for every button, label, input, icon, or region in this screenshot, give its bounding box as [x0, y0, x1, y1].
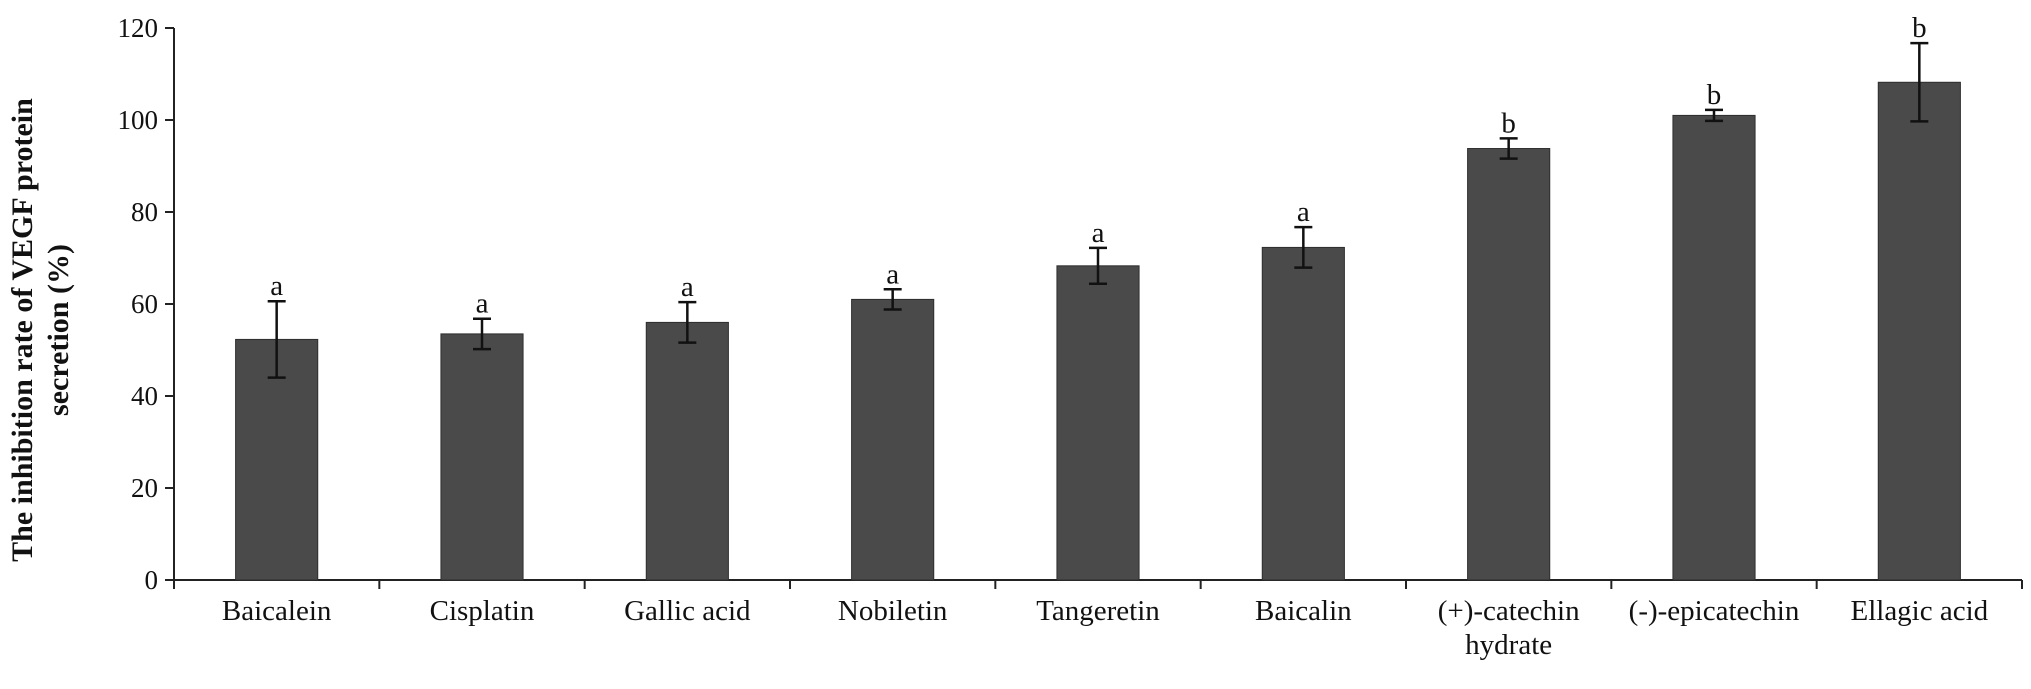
x-category-label: Gallic acid: [624, 595, 751, 627]
x-category-label: Baicalin: [1255, 595, 1352, 627]
x-category-label: Baicalein: [222, 595, 332, 627]
x-category-label: Ellagic acid: [1850, 595, 1988, 627]
significance-label: a: [1092, 217, 1105, 249]
x-category-label: Tangeretin: [1036, 595, 1160, 627]
x-category-label: Cisplatin: [430, 595, 535, 627]
significance-label: b: [1707, 79, 1722, 111]
bar: [1261, 246, 1345, 581]
significance-label: b: [1912, 12, 1927, 44]
significance-label: a: [1297, 196, 1310, 228]
bar: [1672, 114, 1756, 581]
significance-label: a: [270, 270, 283, 302]
bar: [1467, 148, 1551, 581]
x-category-label: hydrate: [1465, 629, 1552, 661]
significance-label: a: [886, 258, 899, 290]
y-tick-label: 80: [131, 197, 158, 227]
y-axis-title: The inhibition rate of VEGF protein secr…: [6, 98, 75, 562]
significance-label: a: [681, 271, 694, 303]
significance-label: a: [476, 288, 489, 320]
y-tick-label: 20: [131, 473, 158, 503]
y-tick-label: 40: [131, 381, 158, 411]
bar: [645, 321, 729, 581]
bar: [1056, 265, 1140, 581]
x-category-label: (+)-catechin: [1438, 595, 1580, 627]
bar: [1877, 81, 1961, 581]
x-category-label: Nobiletin: [838, 595, 948, 627]
y-tick-label: 60: [131, 289, 158, 319]
x-category-label: (-)-epicatechin: [1629, 595, 1800, 627]
y-axis-title-line-2: secretion (%): [42, 244, 75, 416]
bar: [440, 333, 524, 581]
y-axis-title-line-1: The inhibition rate of VEGF protein: [6, 98, 39, 562]
y-tick-label: 100: [118, 105, 159, 135]
y-tick-label: 120: [118, 13, 159, 43]
bar: [851, 298, 935, 581]
plot-area: 0 20 40 60 80 100 120 a Baicalein a Cisplatin a Gall…: [118, 12, 2023, 661]
significance-label: b: [1501, 107, 1516, 139]
y-tick-label: 0: [145, 565, 159, 595]
